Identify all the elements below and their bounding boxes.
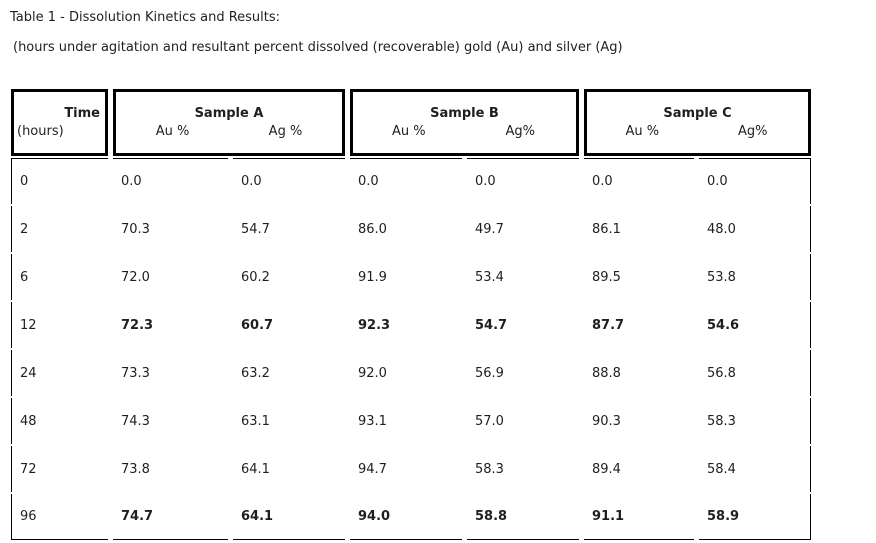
value-cell: 91.1 [584,494,694,540]
value-cell: 57.0 [475,413,504,429]
table-row: 48 74.3 63.1 93.1 57.0 90.3 58.3 [11,398,811,444]
value-cell: 53.4 [475,269,504,285]
time-cell: 12 [11,302,108,348]
header-time: Time (hours) [11,89,108,156]
header-sample-a-name: Sample A [194,105,264,121]
value-cell: 72.0 [121,269,150,285]
value-cell: 0.0 [350,158,462,204]
value-cell: 92.0 [358,365,387,381]
value-cell: 93.1 [358,413,387,429]
header-sample-c: Sample C Au % Ag% [584,89,811,156]
value-cell: 64.1 [241,461,270,477]
header-sample-b: Sample B Au % Ag% [350,89,579,156]
header-sample-a: Sample A Au % Ag % [113,89,345,156]
value-cell: 54.7 [475,317,508,333]
table-row: 2 70.3 54.7 86.0 49.7 86.1 48.0 [11,206,811,252]
value-cell: 0.0 [113,158,228,204]
value-cell: 0.0 [233,158,345,204]
header-time-unit: (hours) [17,123,64,139]
value-cell: 0.0 [699,158,811,204]
value-cell: 58.3 [699,398,811,444]
value-cell: 91.9 [358,269,387,285]
value-cell: 86.1 [592,221,621,237]
time-cell: 0 [11,158,108,204]
table-body: 0 0.0 0.0 0.0 0.0 0.0 0.0 2 70.3 54.7 86.0 49.7 86.1… [11,158,811,540]
time-cell: 72 [11,446,108,492]
value-cell: 94.7 [358,461,387,477]
table-title: Table 1 - Dissolution Kinetics and Resul… [10,10,281,25]
header-sample-a-au-label: Au % [155,123,190,139]
table-subtitle: (hours under agitation and resultant per… [13,40,623,55]
header-row: Time (hours) Sample A Au % Ag % [11,89,811,156]
value-cell: 58.8 [467,494,579,540]
header-sample-b-au-label: Au % [391,123,426,139]
header-sample-b-ag-label: Ag% [505,123,536,139]
value-cell: 74.7 [113,494,228,540]
header-sample-c-au-label: Au % [625,123,660,139]
value-cell: 56.8 [699,350,811,396]
value-cell: 73.3 [121,365,150,381]
value-cell: 56.9 [475,365,504,381]
value-cell: 64.1 [233,494,345,540]
value-cell: 63.2 [241,365,270,381]
value-cell: 48.0 [699,206,811,252]
value-cell: 70.3 [121,221,150,237]
value-cell: 88.8 [592,365,621,381]
dissolution-kinetics-table: Time (hours) Sample A Au % Ag % [6,87,816,542]
value-cell: 94.0 [350,494,462,540]
header-time-label: Time [64,105,100,121]
table-row: 96 74.7 64.1 94.0 58.8 91.1 58.9 [11,494,811,540]
time-cell: 2 [11,206,108,252]
table-row: 0 0.0 0.0 0.0 0.0 0.0 0.0 [11,158,811,204]
value-cell: 72.3 [121,317,154,333]
value-cell: 58.3 [475,461,504,477]
value-cell: 73.8 [121,461,150,477]
table-row: 12 72.3 60.7 92.3 54.7 87.7 54.6 [11,302,811,348]
header-sample-a-ag-label: Ag % [268,123,303,139]
time-cell: 96 [11,494,108,540]
value-cell: 74.3 [121,413,150,429]
time-cell: 6 [11,254,108,300]
value-cell: 58.9 [699,494,811,540]
value-cell: 63.1 [241,413,270,429]
value-cell: 0.0 [584,158,694,204]
time-cell: 24 [11,350,108,396]
header-sample-c-name: Sample C [663,105,732,121]
value-cell: 54.6 [699,302,811,348]
value-cell: 49.7 [475,221,504,237]
table-row: 6 72.0 60.2 91.9 53.4 89.5 53.8 [11,254,811,300]
table-row: 24 73.3 63.2 92.0 56.9 88.8 56.8 [11,350,811,396]
value-cell: 53.8 [699,254,811,300]
header-sample-b-name: Sample B [430,105,499,121]
value-cell: 90.3 [592,413,621,429]
value-cell: 86.0 [358,221,387,237]
time-cell: 48 [11,398,108,444]
table-row: 72 73.8 64.1 94.7 58.3 89.4 58.4 [11,446,811,492]
value-cell: 89.5 [592,269,621,285]
value-cell: 87.7 [592,317,625,333]
value-cell: 54.7 [241,221,270,237]
value-cell: 58.4 [699,446,811,492]
value-cell: 0.0 [467,158,579,204]
header-sample-c-ag-label: Ag% [738,123,768,139]
value-cell: 89.4 [592,461,621,477]
value-cell: 92.3 [358,317,391,333]
value-cell: 60.7 [241,317,274,333]
value-cell: 60.2 [241,269,270,285]
